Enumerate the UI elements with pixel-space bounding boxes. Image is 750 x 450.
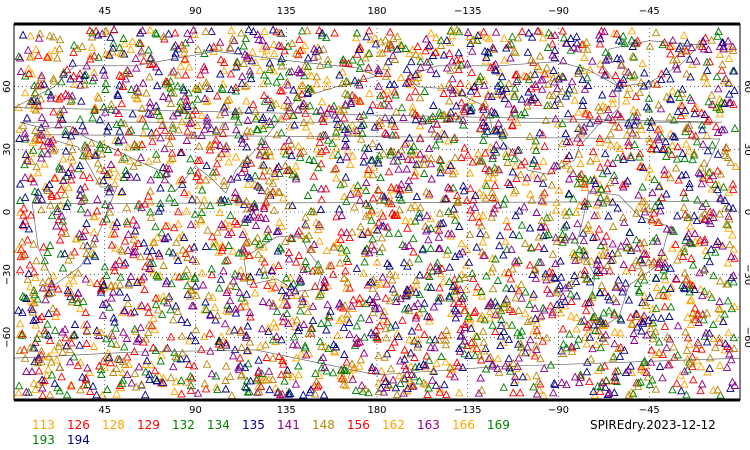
lon-tick-label-top: −135 (454, 6, 481, 17)
lat-tick-label-left: 0 (2, 209, 13, 215)
map-title: SPIREdry.2023-12-12 (590, 418, 716, 432)
lat-tick-label-left: 60 (2, 80, 13, 93)
lon-tick-label-bottom: 45 (98, 405, 111, 416)
coastline-0 (31, 134, 725, 286)
lon-tick-label-top: −90 (548, 6, 569, 17)
lat-tick-label-right: 0 (742, 209, 750, 215)
observation-markers-4 (15, 25, 740, 399)
lat-tick-label-left: 30 (2, 143, 13, 156)
observation-markers-1 (15, 26, 739, 399)
lat-tick-label-right: −30 (742, 264, 750, 285)
lat-tick-label-left: −60 (2, 327, 13, 348)
axis-tick-labels: 45 45 90 90 135 135 180 180 −135 −135 −90 −90 −45 −45… (2, 6, 750, 416)
observation-markers-layer (13, 25, 740, 399)
graticule-layer (14, 24, 740, 400)
lon-tick-label-bottom: 180 (367, 405, 386, 416)
lon-tick-label-bottom: 90 (189, 405, 202, 416)
lat-tick-label-right: 60 (742, 80, 750, 93)
coastline-2 (243, 234, 323, 292)
coastline-layer (13, 40, 741, 376)
lat-tick-label-right: −60 (742, 327, 750, 348)
lat-tick-label-right: 30 (742, 143, 750, 156)
coastline-5 (602, 40, 701, 88)
lon-tick-label-top: 45 (98, 6, 111, 17)
lon-tick-label-bottom: −135 (454, 405, 481, 416)
lat-tick-label-left: −30 (2, 264, 13, 285)
map-frame (13, 22, 741, 402)
lon-tick-label-bottom: −90 (548, 405, 569, 416)
coastline-3 (406, 61, 620, 175)
lon-tick-label-top: 135 (277, 6, 296, 17)
lon-tick-label-top: −45 (639, 6, 660, 17)
coastline-1 (13, 50, 722, 194)
lon-tick-label-bottom: 135 (277, 405, 296, 416)
lon-tick-label-bottom: −45 (639, 405, 660, 416)
coastline-6 (13, 349, 741, 376)
lon-tick-label-top: 180 (367, 6, 386, 17)
lon-tick-label-top: 90 (189, 6, 202, 17)
